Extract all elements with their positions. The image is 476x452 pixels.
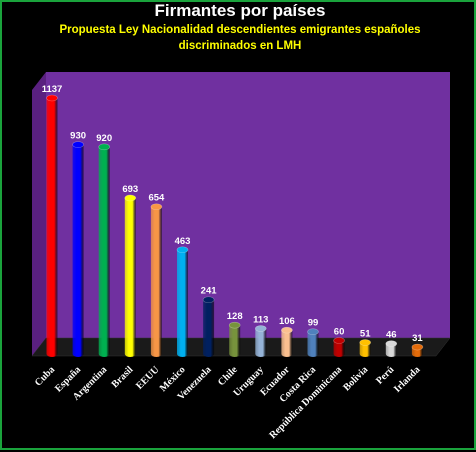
data-label: 654 (148, 193, 165, 204)
data-label: 1137 (42, 84, 63, 95)
chart-subtitle-line-1: Propuesta Ley Nacionalidad descendientes… (59, 24, 420, 36)
data-label: 106 (279, 316, 295, 327)
data-label: 693 (122, 184, 138, 195)
chart-subtitle-line-2: discriminados en LMH (179, 40, 302, 52)
x-tick-label: Brasil (110, 364, 136, 390)
chart-title: Firmantes por países (154, 2, 325, 20)
bar-españa (72, 144, 84, 357)
data-label: 31 (412, 333, 423, 344)
data-label: 51 (360, 329, 371, 340)
bar-república-dominicana (333, 340, 345, 357)
bar-top-cap (254, 325, 267, 332)
bar-top-cap (98, 143, 110, 151)
bar-top-cap (176, 246, 189, 254)
x-tick-label: Perú (374, 364, 397, 387)
data-label: 241 (201, 286, 218, 297)
bar-top-cap (307, 328, 319, 336)
data-label: 128 (227, 311, 243, 322)
data-label: 99 (308, 318, 319, 329)
data-label: 920 (96, 133, 112, 144)
x-tick-label: Bolivia (341, 364, 370, 393)
bar-méxico (177, 249, 188, 357)
plot-area: 1137Cuba930España920Argentina693Brasil65… (31, 72, 451, 441)
bar-venezuela (203, 299, 215, 357)
bar-top-cap (281, 326, 293, 334)
bar-bolivia (359, 342, 371, 357)
bar-top-cap (411, 343, 424, 351)
bar-top-cap (46, 94, 58, 102)
x-tick-label: Irlanda (392, 364, 423, 395)
data-label: 113 (253, 315, 268, 326)
bar-top-cap (150, 203, 163, 211)
bar-top-cap (333, 337, 345, 344)
bar-chile (229, 325, 241, 357)
bar-argentina (98, 146, 110, 357)
x-tick-label: EEUU (134, 364, 161, 391)
bar-brasil (124, 197, 136, 357)
bar-uruguay (255, 328, 267, 357)
bar-top-cap (385, 340, 398, 347)
bar-top-cap (124, 194, 137, 202)
plot-side-wall (32, 72, 46, 356)
bar-top-cap (202, 296, 215, 304)
data-label: 60 (334, 326, 345, 337)
data-label: 463 (175, 236, 191, 247)
data-label: 930 (70, 131, 86, 142)
bar-top-cap (72, 141, 84, 148)
bar-perú (385, 343, 397, 357)
plot-back-wall (46, 72, 450, 338)
bar-top-cap (359, 339, 372, 346)
bar-eeuu (150, 206, 162, 357)
bar-top-cap (228, 321, 241, 329)
bar-costa-rica (307, 331, 319, 357)
data-label: 46 (386, 330, 397, 341)
bar-ecuador (281, 330, 293, 357)
plot-floor (31, 337, 451, 357)
bar-cuba (46, 98, 58, 357)
